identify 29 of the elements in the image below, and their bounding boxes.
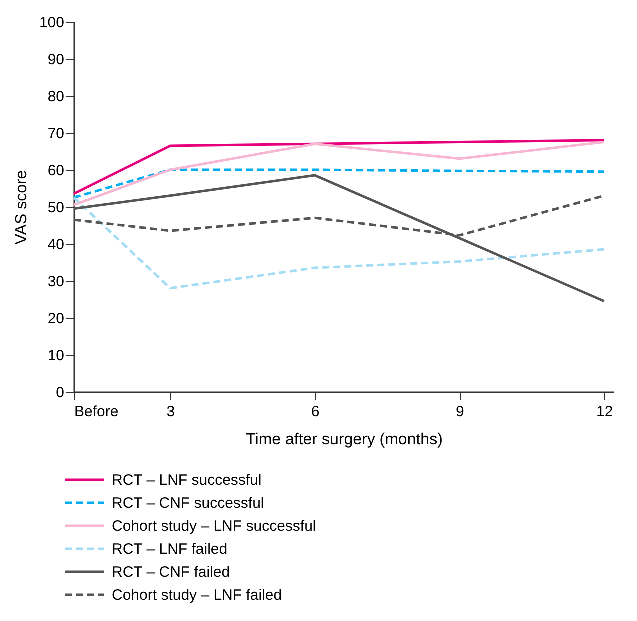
y-tick-label: 10 <box>48 348 64 364</box>
x-tick-label: Before <box>74 404 119 420</box>
legend-label: RCT – LNF successful <box>112 472 262 489</box>
y-tick-label: 80 <box>48 88 64 106</box>
legend-label: RCT – CNF successful <box>112 495 264 512</box>
x-tick-label: 12 <box>596 404 614 420</box>
line-series <box>72 174 606 303</box>
line-series <box>72 141 606 206</box>
line-series <box>72 168 606 199</box>
x-tick-label: 9 <box>456 404 464 420</box>
x-tick-label: 6 <box>311 404 320 420</box>
y-tick-label: 90 <box>48 52 64 68</box>
y-tick-label: 40 <box>48 236 64 254</box>
x-axis-title: Time after surgery (months) <box>246 432 443 448</box>
legend-label: Cohort study – LNF successful <box>112 518 316 535</box>
y-tick-label: 0 <box>56 384 64 402</box>
legend-label: RCT – CNF failed <box>112 564 230 581</box>
y-tick-label: 70 <box>48 126 64 142</box>
y-tick-label: 100 <box>39 14 64 32</box>
y-tick-label: 30 <box>48 274 64 290</box>
line-series <box>72 139 606 196</box>
legend-label: Cohort study – LNF failed <box>112 587 282 604</box>
y-tick-label: 60 <box>48 162 64 180</box>
y-axis-title: VAS score <box>13 170 30 245</box>
x-tick-label: 3 <box>166 404 176 420</box>
y-tick-label: 50 <box>48 200 64 216</box>
line-series <box>72 196 606 290</box>
y-tick-label: 20 <box>48 310 64 328</box>
legend-label: RCT – LNF failed <box>112 541 228 558</box>
